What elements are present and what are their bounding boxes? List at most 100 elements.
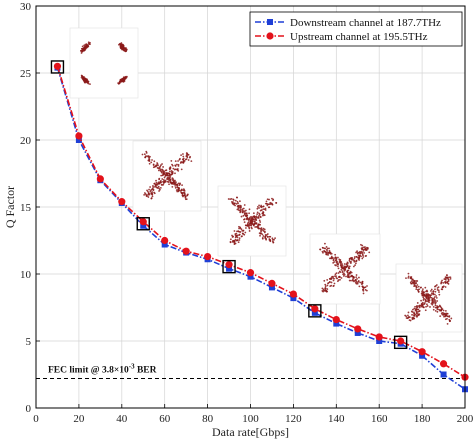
constellation-point — [422, 291, 425, 294]
constellation-point — [444, 314, 447, 317]
data-point — [204, 252, 212, 261]
constellation-point — [162, 182, 165, 185]
constellation-point — [262, 205, 265, 208]
constellation-point — [160, 181, 162, 183]
constellation-point — [147, 192, 150, 194]
constellation-point — [345, 263, 348, 266]
constellation-point — [175, 163, 178, 166]
constellation-point — [186, 194, 189, 197]
constellation-point — [417, 311, 419, 313]
x-tick-label: 200 — [457, 413, 474, 425]
constellation-point — [449, 277, 452, 280]
constellation-point — [355, 276, 358, 279]
constellation-point — [448, 315, 451, 317]
constellation-point — [444, 310, 447, 312]
legend-label: Downstream channel at 187.7THz — [290, 17, 441, 29]
constellation-point — [256, 216, 259, 219]
constellation-point — [164, 175, 167, 177]
constellation-point — [440, 312, 443, 315]
constellation-point — [83, 49, 86, 52]
constellation-point — [158, 187, 161, 190]
constellation-point — [415, 282, 418, 285]
constellation-point — [431, 299, 434, 302]
constellation-point — [332, 259, 335, 262]
constellation-point — [245, 227, 247, 229]
constellation-point — [261, 212, 264, 215]
constellation-point — [263, 228, 266, 231]
constellation-point — [432, 292, 435, 295]
constellation-point — [259, 234, 261, 237]
constellation-point — [258, 204, 260, 207]
constellation-inset — [395, 263, 463, 333]
constellation-point — [438, 293, 441, 296]
constellation-point — [321, 246, 324, 249]
constellation-point — [182, 189, 185, 192]
constellation-point — [355, 255, 358, 258]
constellation-point — [157, 185, 160, 188]
constellation-point — [178, 187, 180, 190]
constellation-point — [164, 180, 167, 183]
constellation-point — [435, 295, 438, 297]
constellation-point — [178, 189, 181, 192]
constellation-point — [333, 282, 336, 285]
constellation-point — [332, 279, 335, 282]
constellation-point — [442, 309, 445, 312]
constellation-point — [154, 185, 156, 188]
constellation-point — [84, 47, 87, 49]
data-point — [75, 137, 82, 143]
constellation-point — [343, 273, 346, 276]
constellation-point — [160, 174, 163, 177]
constellation-point — [275, 202, 277, 204]
constellation-point — [165, 171, 167, 174]
constellation-point — [442, 285, 445, 288]
constellation-point — [357, 280, 360, 283]
constellation-point — [168, 174, 171, 177]
constellation-point — [245, 209, 247, 212]
constellation-point — [324, 285, 327, 288]
constellation-point — [417, 285, 420, 288]
constellation-point — [155, 179, 157, 182]
constellation-point — [80, 52, 83, 54]
y-axis-title: Q Factor — [3, 186, 17, 228]
constellation-point — [321, 250, 324, 253]
constellation-point — [436, 306, 439, 309]
x-tick-label: 40 — [116, 413, 128, 425]
constellation-point — [242, 230, 245, 232]
constellation-point — [345, 275, 347, 278]
constellation-point — [358, 285, 361, 288]
constellation-point — [152, 163, 155, 166]
legend-marker — [267, 19, 273, 25]
highlight-box — [393, 335, 408, 350]
constellation-point — [239, 204, 241, 207]
constellation-point — [272, 199, 274, 202]
constellation-point — [229, 198, 232, 201]
fec-limit-label: FEC limit @ 3.8×10-3 BER — [48, 363, 157, 376]
constellation-point — [168, 183, 170, 186]
constellation-point — [420, 299, 422, 302]
constellation-point — [158, 177, 161, 180]
constellation-point — [162, 178, 165, 181]
constellation-point — [355, 274, 358, 276]
constellation-point — [366, 247, 369, 250]
constellation-point — [167, 172, 170, 175]
constellation-point — [239, 200, 241, 203]
series-line — [56, 67, 466, 390]
constellation-point — [339, 258, 342, 261]
constellation-point — [169, 176, 172, 178]
constellation-point — [264, 235, 267, 238]
constellation-point — [333, 277, 335, 280]
constellation-point — [170, 160, 173, 162]
constellation-point — [359, 252, 361, 255]
constellation-point — [446, 312, 449, 315]
constellation-point — [408, 316, 411, 319]
constellation-point — [237, 241, 240, 244]
constellation-point — [122, 80, 125, 83]
constellation-point — [444, 286, 447, 288]
constellation-point — [353, 260, 356, 263]
data-point — [311, 305, 319, 313]
constellation-point — [232, 201, 234, 204]
constellation-point — [175, 181, 177, 184]
constellation-point — [165, 169, 168, 172]
constellation-point — [357, 254, 360, 257]
constellation-point — [425, 305, 427, 308]
